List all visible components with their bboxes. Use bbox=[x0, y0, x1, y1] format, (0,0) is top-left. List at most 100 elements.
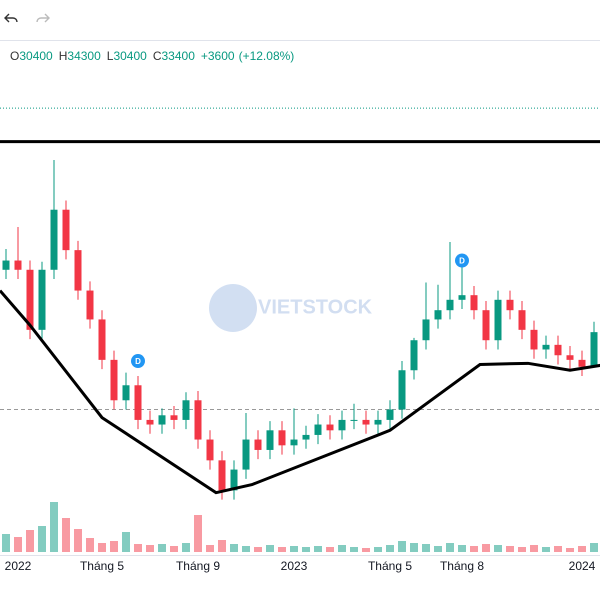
candle-body bbox=[194, 400, 202, 440]
watermark: VIETSTOCK bbox=[209, 284, 373, 332]
candle-body bbox=[218, 460, 226, 491]
x-tick-label: 2024 bbox=[569, 559, 596, 573]
volume-bar bbox=[242, 546, 250, 552]
candle-body bbox=[350, 419, 358, 421]
legend-value: 33400 bbox=[162, 49, 196, 63]
volume-bar bbox=[518, 547, 526, 552]
volume-bar bbox=[26, 530, 34, 552]
volume-bar bbox=[62, 518, 70, 552]
volume-bar bbox=[374, 547, 382, 552]
candle-body bbox=[230, 469, 238, 491]
candle-body bbox=[278, 430, 286, 446]
change: +3600 bbox=[201, 49, 235, 63]
candle-body bbox=[494, 299, 502, 341]
candle-body bbox=[146, 419, 154, 425]
candle-body bbox=[386, 409, 394, 420]
volume-bar bbox=[362, 548, 370, 552]
candle-body bbox=[302, 434, 310, 440]
redo-button[interactable] bbox=[36, 13, 50, 23]
candle-body bbox=[110, 359, 118, 401]
candle-body bbox=[158, 415, 166, 425]
candle-body bbox=[314, 424, 322, 435]
candle-body bbox=[326, 424, 334, 431]
volume-bar bbox=[290, 546, 298, 552]
volume-bar bbox=[134, 544, 142, 552]
undo-button[interactable] bbox=[4, 13, 18, 23]
x-tick-label: 2022 bbox=[5, 559, 32, 573]
volume-bar bbox=[278, 547, 286, 552]
volume-bar bbox=[302, 547, 310, 552]
candle-body bbox=[506, 299, 514, 311]
candle-body bbox=[26, 269, 34, 330]
volume-bar bbox=[338, 545, 346, 552]
volume-bar bbox=[122, 532, 130, 552]
volume-bar bbox=[398, 541, 406, 552]
event-label: D bbox=[459, 257, 465, 266]
volume-bar bbox=[386, 545, 394, 552]
volume-bar bbox=[494, 545, 502, 552]
legend-label: C bbox=[153, 49, 162, 63]
candle-body bbox=[134, 385, 142, 420]
candle-body bbox=[290, 439, 298, 446]
candle-body bbox=[62, 209, 70, 251]
event-marker bbox=[131, 354, 145, 369]
event-label: D bbox=[135, 357, 141, 366]
candle-body bbox=[254, 439, 262, 450]
legend-label: O bbox=[10, 49, 19, 63]
volume-bar bbox=[266, 545, 274, 552]
volume-bar bbox=[482, 544, 490, 552]
legend-label: H bbox=[59, 49, 68, 63]
x-tick-label: Tháng 5 bbox=[368, 559, 412, 573]
candle-body bbox=[122, 385, 130, 401]
candle-body bbox=[74, 250, 82, 291]
candle-body bbox=[86, 290, 94, 320]
legend-label: L bbox=[107, 49, 114, 63]
volume-bar bbox=[314, 546, 322, 552]
candle-body bbox=[530, 329, 538, 350]
legend-value: 34300 bbox=[67, 49, 101, 63]
candle-body bbox=[182, 400, 190, 420]
candle-body bbox=[566, 355, 574, 360]
volume-bar bbox=[38, 526, 46, 552]
candle-body bbox=[458, 295, 466, 300]
candle-body bbox=[14, 260, 22, 270]
candle-body bbox=[242, 439, 250, 470]
volume-bar bbox=[506, 546, 514, 552]
volume-bar bbox=[86, 538, 94, 552]
candle-body bbox=[446, 299, 454, 311]
volume-bar bbox=[410, 543, 418, 552]
volume-bar bbox=[14, 537, 22, 552]
volume-bar bbox=[110, 541, 118, 552]
candle-body bbox=[434, 310, 442, 320]
watermark-logo bbox=[209, 284, 257, 332]
candle-body bbox=[374, 419, 382, 425]
volume-bar bbox=[590, 543, 598, 552]
candle-body bbox=[206, 439, 214, 461]
watermark-text: VIETSTOCK bbox=[258, 296, 373, 318]
volume-bar bbox=[542, 547, 550, 552]
candle-body bbox=[98, 319, 106, 360]
candle-body bbox=[38, 269, 46, 330]
candle-body bbox=[518, 310, 526, 330]
volume-bar bbox=[218, 540, 226, 552]
candle-body bbox=[590, 332, 598, 367]
change-pct: (+12.08%) bbox=[239, 49, 295, 63]
x-tick-label: Tháng 9 bbox=[176, 559, 220, 573]
volume-bar bbox=[446, 543, 454, 552]
event-marker bbox=[455, 253, 469, 268]
trend-line bbox=[0, 289, 600, 495]
volume-bar bbox=[194, 515, 202, 552]
volume-bar bbox=[206, 545, 214, 552]
volume-bar bbox=[470, 546, 478, 552]
legend-value: 30400 bbox=[113, 49, 147, 63]
volume-bar bbox=[554, 546, 562, 552]
candle-body bbox=[554, 344, 562, 356]
candle-body bbox=[482, 310, 490, 341]
candle-body bbox=[338, 419, 346, 431]
volume-bar bbox=[2, 534, 10, 552]
candle-body bbox=[266, 430, 274, 450]
volume-bar bbox=[50, 502, 58, 552]
x-tick-label: Tháng 8 bbox=[440, 559, 484, 573]
volume-bar bbox=[182, 543, 190, 552]
